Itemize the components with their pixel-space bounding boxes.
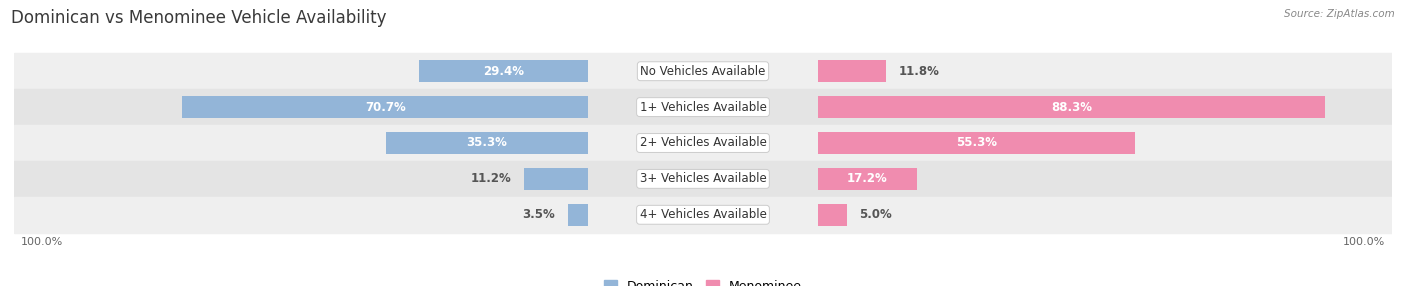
Text: 88.3%: 88.3% xyxy=(1050,101,1092,114)
Bar xyxy=(14,197,1392,233)
Text: 70.7%: 70.7% xyxy=(364,101,405,114)
Bar xyxy=(385,132,588,154)
Bar xyxy=(419,60,588,82)
Text: 3+ Vehicles Available: 3+ Vehicles Available xyxy=(640,172,766,185)
Text: 5.0%: 5.0% xyxy=(859,208,891,221)
Text: 11.8%: 11.8% xyxy=(898,65,939,78)
Bar xyxy=(14,89,1392,125)
Text: 35.3%: 35.3% xyxy=(467,136,508,150)
Text: 4+ Vehicles Available: 4+ Vehicles Available xyxy=(640,208,766,221)
Text: 100.0%: 100.0% xyxy=(21,237,63,247)
Bar xyxy=(14,53,1392,89)
Bar xyxy=(818,204,846,226)
Bar xyxy=(183,96,588,118)
Bar xyxy=(524,168,588,190)
Bar xyxy=(14,125,1392,161)
Bar xyxy=(14,161,1392,197)
Text: 55.3%: 55.3% xyxy=(956,136,997,150)
Text: 17.2%: 17.2% xyxy=(846,172,887,185)
Text: Source: ZipAtlas.com: Source: ZipAtlas.com xyxy=(1284,9,1395,19)
Bar xyxy=(818,132,1135,154)
Bar xyxy=(818,168,917,190)
Text: Dominican vs Menominee Vehicle Availability: Dominican vs Menominee Vehicle Availabil… xyxy=(11,9,387,27)
Legend: Dominican, Menominee: Dominican, Menominee xyxy=(599,275,807,286)
Bar xyxy=(818,96,1324,118)
Text: 1+ Vehicles Available: 1+ Vehicles Available xyxy=(640,101,766,114)
Bar xyxy=(818,60,886,82)
Text: 29.4%: 29.4% xyxy=(484,65,524,78)
Text: 2+ Vehicles Available: 2+ Vehicles Available xyxy=(640,136,766,150)
Bar xyxy=(568,204,588,226)
Text: No Vehicles Available: No Vehicles Available xyxy=(640,65,766,78)
Text: 11.2%: 11.2% xyxy=(471,172,512,185)
Text: 3.5%: 3.5% xyxy=(523,208,555,221)
Text: 100.0%: 100.0% xyxy=(1343,237,1385,247)
